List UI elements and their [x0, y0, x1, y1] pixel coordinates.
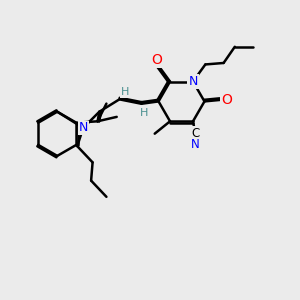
Text: N: N — [188, 75, 198, 88]
Text: N: N — [191, 138, 200, 152]
Text: C: C — [191, 127, 200, 140]
Text: H: H — [121, 87, 129, 97]
Text: N: N — [79, 122, 88, 134]
Text: H: H — [140, 108, 148, 118]
Text: O: O — [151, 53, 162, 67]
Text: O: O — [221, 93, 232, 107]
